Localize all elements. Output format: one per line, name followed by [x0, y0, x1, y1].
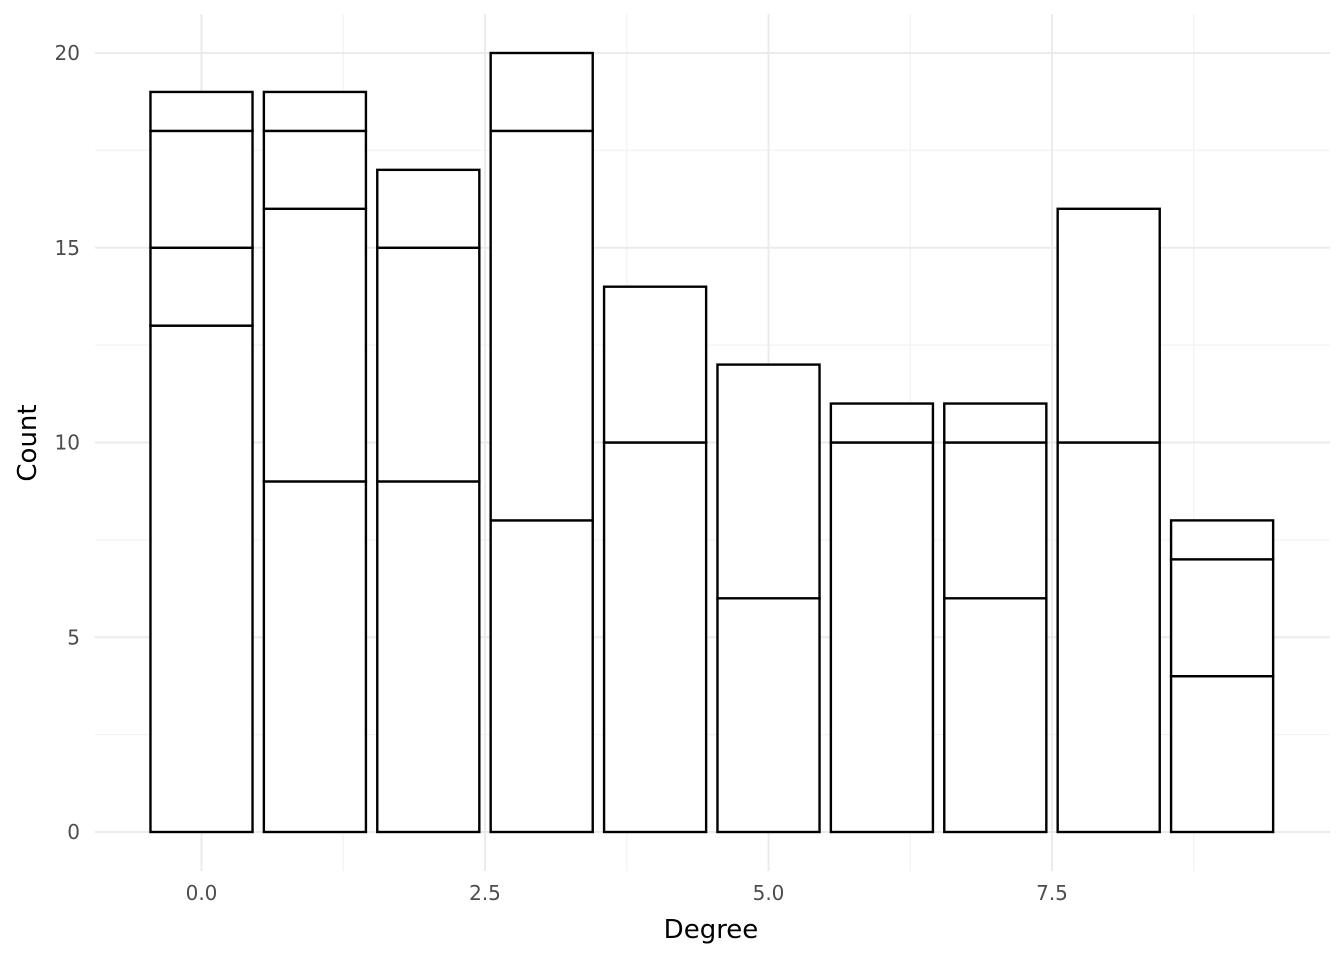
bar-segment — [489, 519, 594, 834]
bar-2 — [376, 168, 481, 834]
bar-segment — [1169, 675, 1275, 834]
bar-segment — [376, 480, 481, 834]
bar-segment — [943, 402, 1048, 444]
bar-segment — [262, 129, 368, 210]
y-axis-title: Count — [13, 404, 43, 481]
bar-segment — [1169, 558, 1275, 678]
bar-segment — [262, 207, 368, 483]
bar-segment — [829, 402, 935, 444]
bars — [149, 51, 1275, 834]
y-tick-label: 10 — [55, 431, 80, 455]
bar-segment — [149, 90, 254, 133]
x-axis-ticks: 0.0 2.5 5.0 7.5 — [186, 881, 1068, 905]
bar-segment — [602, 285, 708, 444]
x-tick-label: 0.0 — [186, 881, 218, 905]
y-axis-ticks: 0 5 10 15 20 — [55, 41, 80, 844]
bar-segment — [262, 480, 368, 834]
bar-segment — [716, 363, 821, 600]
bar-segment — [149, 324, 254, 834]
bar-segment — [262, 90, 368, 133]
bar-segment — [716, 597, 821, 834]
y-tick-label: 5 — [67, 625, 80, 649]
x-tick-label: 5.0 — [753, 881, 785, 905]
bar-1 — [262, 90, 368, 834]
bar-segment — [829, 441, 935, 834]
bar-segment — [489, 51, 594, 133]
bar-8 — [1056, 207, 1161, 834]
bar-5 — [716, 363, 821, 834]
bar-segment — [1056, 207, 1161, 444]
bar-4 — [602, 285, 708, 834]
bar-0 — [149, 90, 254, 834]
bar-segment — [1169, 519, 1275, 561]
bar-segment — [943, 597, 1048, 834]
bar-segment — [149, 246, 254, 327]
bar-segment — [1056, 441, 1161, 834]
bar-segment — [943, 441, 1048, 600]
y-tick-label: 0 — [67, 820, 80, 844]
bar-segment — [149, 129, 254, 249]
bar-6 — [829, 402, 935, 834]
bar-segment — [602, 441, 708, 834]
bar-segment — [376, 168, 481, 249]
x-tick-label: 7.5 — [1036, 881, 1068, 905]
bar-segment — [376, 246, 481, 483]
x-axis-title: Degree — [664, 915, 759, 945]
y-tick-label: 20 — [55, 41, 80, 65]
bar-segment — [489, 129, 594, 522]
bar-9 — [1169, 519, 1275, 834]
bar-3 — [489, 51, 594, 834]
y-tick-label: 15 — [55, 236, 80, 260]
x-tick-label: 2.5 — [469, 881, 501, 905]
bar-7 — [943, 402, 1048, 834]
